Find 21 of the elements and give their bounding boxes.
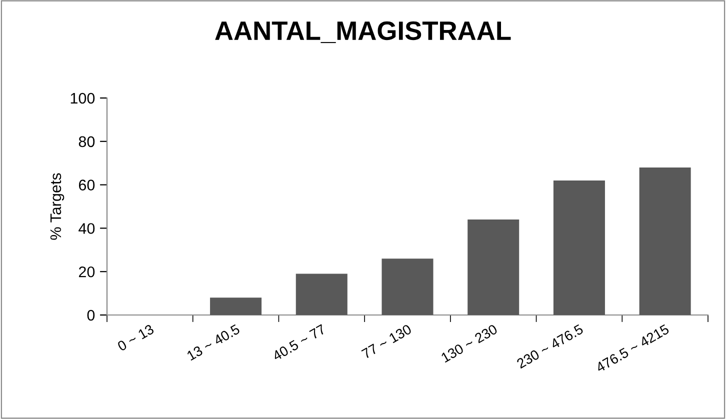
bar [382, 258, 434, 315]
x-tick-label: 13 ~ 40.5 [186, 324, 240, 361]
x-tick-label: 230 ~ 476.5 [516, 324, 584, 369]
y-tick-label: 20 [78, 266, 95, 278]
x-tick-label: 476.5 ~ 4215 [594, 324, 670, 373]
bar [468, 220, 520, 315]
y-tick-label: 100 [70, 92, 95, 104]
y-tick-label: 40 [78, 223, 95, 234]
bar [296, 274, 348, 315]
x-tick-label: 130 ~ 230 [440, 324, 498, 363]
y-tick-label: 60 [78, 180, 95, 190]
bar [210, 298, 262, 315]
x-tick-label: 77 ~ 130 [361, 324, 412, 360]
x-tick-label: 0 ~ 13 [116, 324, 154, 352]
bar [639, 167, 691, 315]
chart-title: AANTAL_MAGISTRAAL [215, 21, 511, 44]
x-tick-label: 40.5 ~ 77 [272, 324, 326, 362]
bar [553, 180, 605, 315]
y-axis-title: % Targets [50, 173, 64, 240]
y-tick-label: 80 [78, 136, 95, 148]
y-tick-label: 0 [87, 310, 95, 321]
